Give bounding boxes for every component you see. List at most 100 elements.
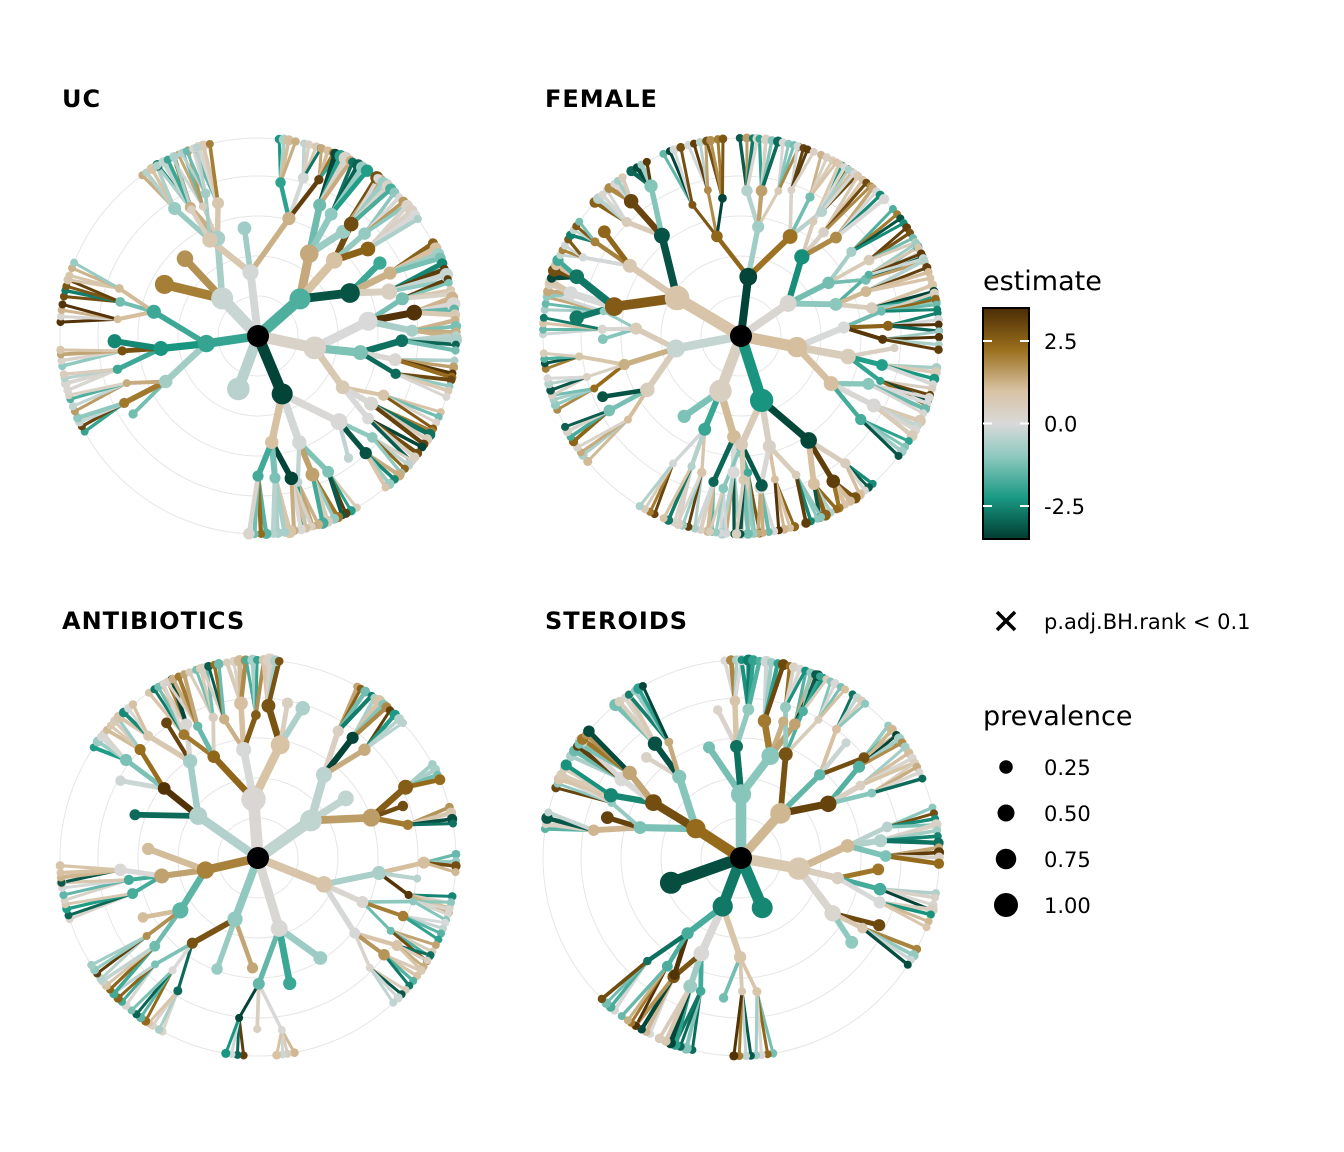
tree-node: [642, 157, 651, 166]
tree-edge: [867, 257, 925, 277]
tree-node: [87, 960, 96, 970]
tree-node: [372, 866, 386, 880]
tree-node: [335, 380, 350, 395]
tree-node: [151, 960, 160, 969]
tree-edge: [75, 400, 127, 420]
tree-node: [927, 384, 937, 393]
tree-edge: [759, 139, 780, 193]
tree-node: [205, 139, 214, 148]
panel-steroids: STEROIDS: [540, 607, 945, 1061]
tree-edge: [382, 953, 411, 988]
tree-edge: [693, 480, 716, 531]
tree-node: [544, 808, 553, 817]
tree-edge: [867, 240, 917, 262]
tree-edge: [368, 966, 395, 1005]
tree-node: [840, 458, 851, 469]
tree-edge: [665, 852, 747, 889]
tree-node: [575, 217, 584, 226]
tree-node: [197, 334, 216, 353]
tree-edge: [270, 475, 278, 536]
tree-node: [137, 912, 149, 923]
tree-node: [749, 388, 774, 413]
tree-node: [793, 142, 802, 151]
tree-node: [114, 283, 124, 293]
tree-node: [389, 998, 398, 1007]
tree-edge: [362, 721, 405, 752]
color-tick-label: -2.5: [1044, 495, 1085, 519]
tree-edge: [886, 324, 941, 333]
tree-root-node: [730, 847, 752, 869]
tree-node: [737, 987, 747, 996]
tree-edge: [189, 916, 238, 947]
tree-node: [153, 340, 169, 356]
tree-node: [741, 184, 753, 197]
tree-node: [703, 741, 716, 754]
tree-node: [252, 470, 264, 482]
tree-node: [208, 712, 218, 723]
tree-node: [695, 986, 706, 996]
tree-edge: [849, 221, 906, 254]
tree-edge: [67, 381, 129, 397]
tree-node: [406, 304, 422, 321]
tree-node: [360, 164, 374, 177]
tree-node: [826, 474, 841, 488]
tree-node: [731, 529, 742, 539]
tree-node: [235, 1013, 244, 1022]
tree-node: [878, 334, 888, 344]
tree-node: [119, 753, 133, 767]
tree-edge: [564, 762, 614, 798]
tree-node: [119, 397, 130, 409]
tree-node: [858, 752, 870, 764]
tree-node: [813, 514, 822, 523]
panel-antibiotics: ANTIBIOTICS: [55, 607, 461, 1060]
tree-node: [934, 320, 943, 329]
tree-node: [356, 896, 369, 909]
tree-node: [270, 920, 288, 937]
tree-node: [65, 271, 74, 280]
tree-node: [762, 439, 776, 453]
tree-node: [122, 379, 131, 388]
tree-node: [274, 656, 284, 666]
tree-node: [687, 462, 696, 471]
tree-node: [115, 775, 126, 786]
tree-node: [757, 714, 772, 728]
tree-node: [863, 254, 875, 266]
tree-node: [386, 926, 395, 935]
tree-edge: [689, 427, 707, 469]
tree-node: [113, 315, 122, 324]
tree-node: [543, 374, 552, 383]
tree-edge: [756, 189, 780, 229]
tree-node: [233, 1050, 242, 1059]
size-legend-label: 0.25: [1044, 756, 1091, 780]
tree-node: [299, 244, 319, 263]
tree-node: [666, 339, 685, 358]
tree-node: [325, 251, 343, 269]
tree-edge: [783, 717, 821, 757]
heat-tree: [56, 134, 462, 540]
tree-node: [934, 332, 944, 342]
tree-node: [805, 192, 815, 202]
tree-node: [70, 258, 79, 267]
tree-node: [192, 143, 201, 152]
tree-edge: [401, 914, 440, 942]
tree-edge: [546, 810, 596, 833]
tree-node: [878, 193, 890, 205]
tree-edge: [866, 382, 925, 415]
tree-node: [876, 376, 885, 385]
tree-node: [742, 703, 755, 716]
tree-node: [540, 305, 549, 314]
tree-node: [583, 725, 595, 737]
tree-node: [855, 413, 867, 426]
tree-edge: [224, 1016, 241, 1055]
tree-edge: [833, 197, 887, 240]
tree-node: [791, 470, 801, 480]
tree-node: [624, 690, 634, 699]
tree-node: [282, 211, 296, 226]
tree-node: [919, 256, 929, 265]
tree-node: [314, 175, 324, 185]
tree-edge: [542, 351, 581, 358]
tree-edge: [671, 292, 747, 342]
tree-edge: [879, 362, 936, 387]
tree-edge: [843, 461, 862, 497]
tree-node: [582, 372, 591, 381]
